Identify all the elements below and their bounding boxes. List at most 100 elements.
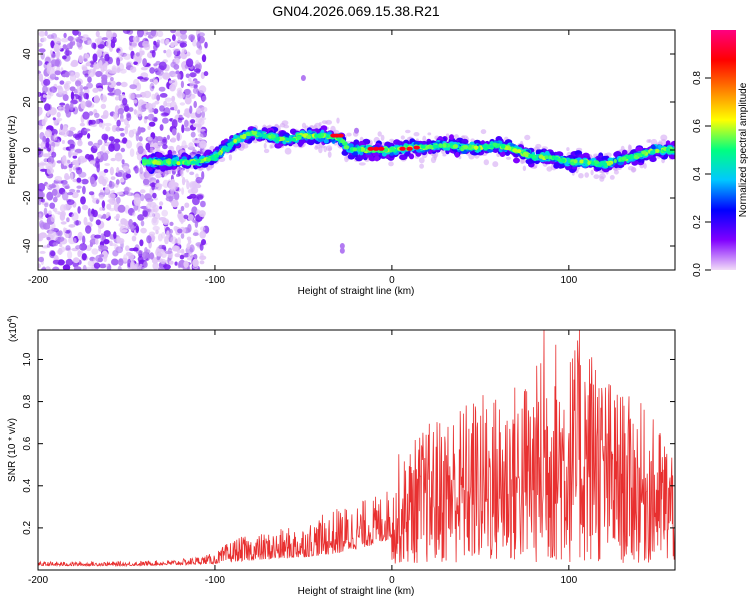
noise-blob: [133, 99, 138, 104]
ridge-blob: [245, 132, 251, 136]
noise-blob: [153, 79, 158, 85]
halo-blob: [283, 124, 290, 129]
noise-blob: [100, 233, 105, 242]
noise-blob: [46, 66, 55, 75]
noise-blob: [170, 236, 178, 244]
noise-blob: [183, 260, 189, 268]
spectrogram-ylabel: Frequency (Hz): [7, 116, 18, 185]
ridge-blob: [641, 150, 647, 155]
halo-blob: [483, 159, 489, 166]
halo-blob: [458, 155, 462, 160]
noise-blob: [84, 128, 91, 132]
noise-blob: [113, 111, 119, 116]
noise-blob: [179, 254, 185, 260]
noise-blob: [110, 32, 117, 38]
noise-blob: [125, 140, 133, 149]
noise-blob: [64, 50, 72, 56]
noise-blob: [58, 105, 62, 110]
noise-blob: [50, 214, 56, 223]
noise-blob: [72, 30, 79, 36]
noise-blob: [39, 250, 46, 254]
noise-blob: [89, 119, 96, 125]
noise-blob: [79, 243, 88, 251]
ridge-blob: [307, 139, 315, 146]
noise-blob: [128, 45, 134, 51]
noise-blob: [108, 80, 117, 88]
noise-blob: [181, 48, 187, 55]
noise-blob: [57, 86, 64, 95]
noise-blob: [188, 77, 192, 82]
noise-blob: [177, 228, 183, 234]
noise-blob: [120, 218, 127, 225]
noise-blob: [84, 40, 88, 45]
ridge-blob: [197, 159, 201, 163]
noise-blob: [113, 88, 122, 96]
noise-blob: [65, 245, 71, 251]
halo-blob: [270, 145, 274, 149]
noise-blob: [156, 182, 161, 187]
noise-blob: [179, 102, 186, 106]
noise-blob: [79, 84, 84, 92]
noise-blob: [61, 191, 69, 201]
noise-blob: [56, 50, 61, 58]
noise-blob: [185, 73, 190, 79]
noise-blob: [87, 133, 91, 139]
noise-blob: [101, 145, 106, 153]
noise-blob: [116, 81, 122, 86]
noise-blob: [105, 126, 111, 132]
noise-blob: [104, 163, 111, 166]
noise-blob: [201, 110, 205, 119]
noise-blob: [85, 153, 91, 160]
noise-blob: [78, 171, 87, 178]
noise-blob: [77, 31, 82, 37]
noise-blob: [108, 193, 116, 200]
noise-blob: [48, 230, 56, 238]
noise-blob: [98, 244, 105, 250]
snr-xlabel: Height of straight line (km): [298, 586, 415, 597]
halo-blob: [578, 173, 584, 179]
noise-blob: [169, 83, 176, 92]
noise-blob: [100, 103, 107, 110]
ridge-blob: [374, 155, 380, 162]
noise-blob: [51, 188, 58, 196]
noise-blob: [117, 107, 125, 115]
noise-blob: [116, 119, 121, 127]
noise-blob: [39, 192, 45, 199]
noise-blob: [200, 226, 206, 231]
noise-blob: [131, 128, 137, 134]
noise-blob: [142, 58, 148, 67]
noise-blob: [152, 204, 160, 213]
halo-blob: [346, 132, 352, 137]
speck: [339, 243, 345, 249]
noise-blob: [50, 59, 59, 67]
noise-blob: [89, 160, 96, 165]
noise-blob: [70, 150, 74, 156]
noise-blob: [54, 210, 62, 215]
halo-blob: [358, 162, 366, 166]
noise-blob: [169, 260, 174, 265]
noise-blob: [130, 262, 137, 270]
noise-blob: [64, 175, 71, 180]
halo-blob: [524, 134, 531, 141]
noise-blob: [124, 125, 129, 135]
noise-blob: [155, 146, 161, 154]
noise-blob: [62, 128, 69, 137]
noise-blob: [56, 236, 65, 243]
ridge-blob: [512, 148, 518, 153]
halo-blob: [418, 157, 425, 164]
ridge-blob: [176, 161, 181, 166]
noise-blob: [92, 209, 98, 218]
noise-blob: [203, 71, 209, 77]
noise-blob: [181, 187, 185, 195]
noise-blob: [114, 152, 123, 162]
noise-blob: [93, 62, 97, 72]
noise-blob: [98, 171, 107, 177]
noise-blob: [172, 34, 176, 41]
noise-blob: [134, 165, 139, 174]
ridge-blob: [522, 151, 528, 156]
noise-blob: [145, 102, 153, 110]
noise-blob: [101, 133, 109, 141]
noise-blob: [102, 110, 109, 119]
halo-blob: [326, 145, 333, 152]
noise-blob: [38, 182, 46, 192]
